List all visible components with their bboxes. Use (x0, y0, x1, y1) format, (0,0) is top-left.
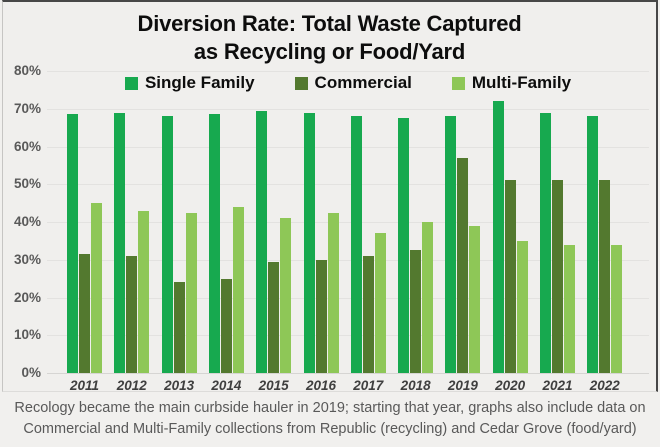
chart-title-line1: Diversion Rate: Total Waste Captured (137, 11, 522, 36)
y-axis-tick-label: 0% (21, 365, 41, 380)
bar-multi-family-2018 (422, 222, 434, 373)
x-axis-label-2020: 2020 (495, 378, 526, 393)
bar-commercial-2016 (315, 259, 327, 373)
y-axis-tick-label: 80% (13, 63, 41, 78)
gridline (47, 108, 649, 110)
bar-single-family-2017 (350, 116, 362, 373)
bar-commercial-2013 (173, 282, 185, 373)
gridline (47, 259, 649, 261)
bar-commercial-2020 (504, 180, 516, 373)
y-axis-tick-label: 60% (13, 138, 41, 154)
bar-multi-family-2013 (185, 212, 197, 373)
y-axis-tick-label: 30% (13, 251, 41, 267)
bar-multi-family-2015 (280, 218, 292, 373)
y-axis-tick-label: 20% (13, 289, 41, 305)
bar-single-family-2012 (114, 112, 126, 373)
x-axis-label-2011: 2011 (69, 378, 100, 393)
bar-commercial-2021 (552, 180, 563, 373)
x-axis-label-2015: 2015 (258, 378, 289, 393)
x-axis-label-2021: 2021 (542, 378, 573, 393)
bar-single-family-2022 (587, 116, 599, 373)
bar-multi-family-2021 (564, 244, 575, 373)
bar-commercial-2012 (126, 255, 138, 373)
chart-title: Diversion Rate: Total Waste Captured as … (3, 10, 656, 66)
bar-commercial-2019 (457, 157, 469, 373)
x-axis-label-2016: 2016 (305, 378, 337, 393)
bar-single-family-2021 (540, 112, 551, 373)
gridline (47, 335, 649, 337)
bar-single-family-2019 (445, 116, 457, 373)
bar-single-family-2011 (67, 114, 78, 373)
commercial-swatch-icon (294, 76, 308, 90)
legend: Single Family Commercial Multi-Family (47, 73, 649, 93)
legend-label-single-family: Single Family (144, 73, 255, 92)
bar-single-family-2018 (398, 118, 410, 373)
gridline (47, 184, 649, 186)
bar-single-family-2014 (208, 114, 220, 373)
chart-title-line2: as Recycling or Food/Yard (193, 39, 466, 64)
legend-item-commercial: Commercial (294, 73, 412, 93)
legend-item-multi-family: Multi-Family (451, 73, 572, 93)
legend-label-multi-family: Multi-Family (471, 73, 572, 92)
y-axis-tick-label: 70% (13, 100, 41, 116)
gridline (47, 297, 649, 299)
x-axis-label-2013: 2013 (164, 378, 195, 393)
gridline (47, 71, 649, 72)
bar-multi-family-2011 (91, 203, 102, 373)
bar-single-family-2020 (492, 101, 504, 373)
bar-commercial-2011 (79, 254, 90, 373)
gridline (47, 222, 649, 223)
bar-commercial-2018 (410, 250, 422, 373)
y-axis-tick-label: 10% (13, 327, 41, 343)
x-axis-label-2014: 2014 (211, 378, 242, 393)
legend-item-single-family: Single Family (124, 73, 255, 93)
x-axis-label-2019: 2019 (447, 378, 478, 393)
x-axis-label-2022: 2022 (589, 378, 620, 393)
chart-container: Diversion Rate: Total Waste Captured as … (2, 0, 658, 393)
bar-multi-family-2017 (374, 233, 386, 373)
bar-commercial-2017 (362, 255, 374, 373)
bar-multi-family-2014 (232, 206, 244, 373)
x-axis-label-2018: 2018 (400, 378, 431, 393)
x-axis-label-2012: 2012 (116, 378, 147, 393)
bar-single-family-2013 (161, 116, 173, 373)
bar-commercial-2022 (599, 180, 611, 373)
gridline (47, 146, 649, 148)
bar-multi-family-2022 (611, 244, 623, 373)
caption-line2: Commercial and Multi-Family collections … (23, 421, 637, 437)
single-family-swatch-icon (124, 76, 138, 90)
bar-commercial-2014 (220, 278, 232, 373)
bar-single-family-2015 (256, 110, 268, 373)
multi-family-swatch-icon (451, 76, 465, 90)
bar-commercial-2015 (268, 261, 280, 373)
bar-single-family-2016 (303, 112, 315, 373)
y-axis-tick-label: 50% (13, 176, 41, 192)
source-caption: Recology became the main curbside hauler… (0, 398, 660, 440)
plot-area (47, 71, 649, 374)
gridline (47, 373, 649, 374)
caption-line1: Recology became the main curbside hauler… (14, 400, 646, 416)
bar-multi-family-2012 (138, 210, 150, 373)
bar-multi-family-2019 (469, 225, 481, 373)
bar-multi-family-2020 (516, 240, 528, 373)
y-axis-tick-label: 40% (13, 214, 41, 229)
bar-multi-family-2016 (327, 212, 339, 373)
x-axis-label-2017: 2017 (353, 378, 384, 393)
legend-label-commercial: Commercial (314, 73, 412, 92)
